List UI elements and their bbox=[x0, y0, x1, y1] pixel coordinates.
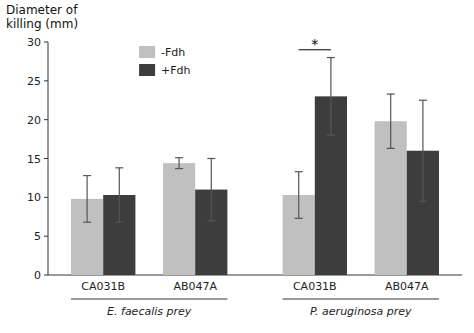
y-tick bbox=[44, 197, 48, 198]
error-cap bbox=[83, 222, 91, 223]
error-cap bbox=[387, 148, 395, 149]
significance-label: * bbox=[311, 36, 318, 52]
error-line bbox=[119, 168, 120, 222]
y-tick bbox=[44, 42, 48, 43]
error-cap bbox=[387, 93, 395, 94]
y-tick bbox=[44, 275, 48, 276]
chart: 0 5 10 15 20 25 30 * CA031B AB047A CA031B AB047A E. … bbox=[0, 0, 474, 333]
error-cap bbox=[83, 175, 91, 176]
error-bar bbox=[419, 100, 427, 201]
error-cap bbox=[175, 168, 183, 169]
error-cap bbox=[175, 157, 183, 158]
error-line bbox=[211, 159, 212, 221]
error-cap bbox=[419, 100, 427, 101]
x-tick-label: AB047A bbox=[385, 280, 429, 293]
legend-swatch bbox=[139, 64, 155, 76]
y-label-line: killing (mm) bbox=[6, 17, 78, 31]
group-label: E. faecalis prey bbox=[107, 305, 192, 318]
error-bar bbox=[387, 94, 395, 148]
error-cap bbox=[419, 201, 427, 202]
x-tick-label: CA031B bbox=[293, 280, 337, 293]
error-cap bbox=[207, 220, 215, 221]
error-line bbox=[422, 100, 423, 201]
y-tick bbox=[44, 119, 48, 120]
y-tick-label: 15 bbox=[27, 153, 41, 166]
y-tick bbox=[44, 236, 48, 237]
error-line bbox=[330, 58, 331, 136]
y-tick-label: 25 bbox=[27, 75, 41, 88]
legend-swatch bbox=[139, 46, 155, 58]
y-tick-label: 20 bbox=[27, 114, 41, 127]
error-cap bbox=[115, 222, 123, 223]
error-bar bbox=[83, 176, 91, 223]
error-cap bbox=[295, 171, 303, 172]
error-cap bbox=[207, 158, 215, 159]
y-label-line: Diameter of bbox=[6, 3, 78, 17]
y-tick-label: 30 bbox=[27, 36, 41, 49]
x-tick-label: AB047A bbox=[173, 280, 217, 293]
error-bar bbox=[327, 58, 335, 136]
error-line bbox=[179, 158, 180, 169]
group-label: P. aeruginosa prey bbox=[310, 305, 412, 318]
error-bar bbox=[207, 159, 215, 221]
y-tick-label: 0 bbox=[34, 269, 41, 282]
plot-area bbox=[71, 50, 439, 275]
y-tick bbox=[44, 158, 48, 159]
legend: -Fdh +Fdh bbox=[139, 46, 191, 77]
legend-label: -Fdh bbox=[161, 46, 185, 59]
error-line bbox=[390, 94, 391, 148]
error-cap bbox=[295, 218, 303, 219]
error-bar bbox=[295, 172, 303, 219]
error-cap bbox=[327, 135, 335, 136]
y-tick bbox=[44, 80, 48, 81]
legend-label: +Fdh bbox=[161, 64, 191, 77]
group-underline bbox=[283, 299, 439, 300]
error-bar bbox=[115, 168, 123, 222]
error-line bbox=[86, 176, 87, 223]
group-underline bbox=[71, 299, 227, 300]
y-label: Diameter ofkilling (mm) bbox=[6, 3, 78, 31]
error-bar bbox=[175, 158, 183, 169]
error-cap bbox=[115, 167, 123, 168]
error-line bbox=[298, 172, 299, 219]
x-tick-label: CA031B bbox=[81, 280, 125, 293]
bar bbox=[163, 163, 195, 275]
error-cap bbox=[327, 57, 335, 58]
y-tick-label: 10 bbox=[27, 191, 41, 204]
y-tick-label: 5 bbox=[34, 230, 41, 243]
